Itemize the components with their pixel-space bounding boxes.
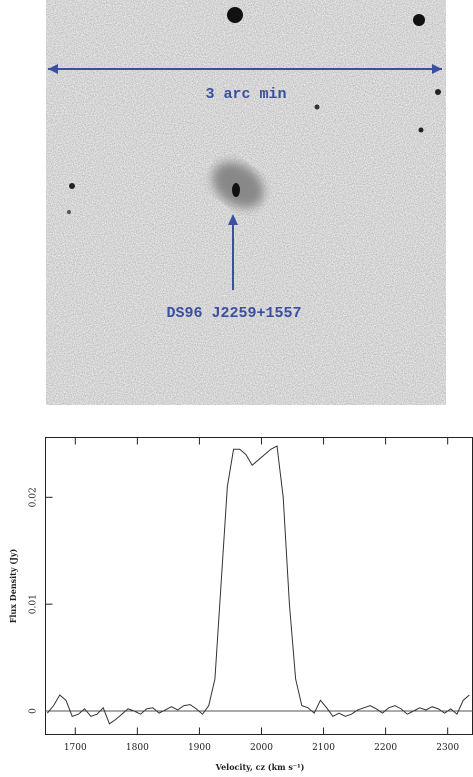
x-tick-label: 1700: [64, 743, 87, 753]
x-tick-label: 2300: [436, 743, 459, 753]
x-tick-label: 1900: [188, 743, 211, 753]
x-tick-label: 2200: [374, 743, 397, 753]
plot-frame: [45, 437, 473, 735]
x-tick-label: 2000: [250, 743, 273, 753]
y-tick-label: 0.02: [29, 487, 39, 507]
y-axis-label: Flux Density (Jy): [8, 548, 18, 623]
pointer-head: [228, 214, 238, 225]
spectrum-line: [46, 445, 470, 725]
x-tick-label: 1800: [126, 743, 149, 753]
sky-image: 3 arc min DS96 J2259+1557: [46, 0, 446, 405]
x-axis-label: Velocity, cz (km s⁻¹): [215, 762, 305, 772]
object-label: DS96 J2259+1557: [166, 305, 301, 322]
scale-label: 3 arc min: [205, 86, 286, 103]
x-tick-label: 2100: [312, 743, 335, 753]
y-tick-label: 0.01: [29, 594, 39, 614]
y-tick-label: 0: [29, 708, 39, 714]
